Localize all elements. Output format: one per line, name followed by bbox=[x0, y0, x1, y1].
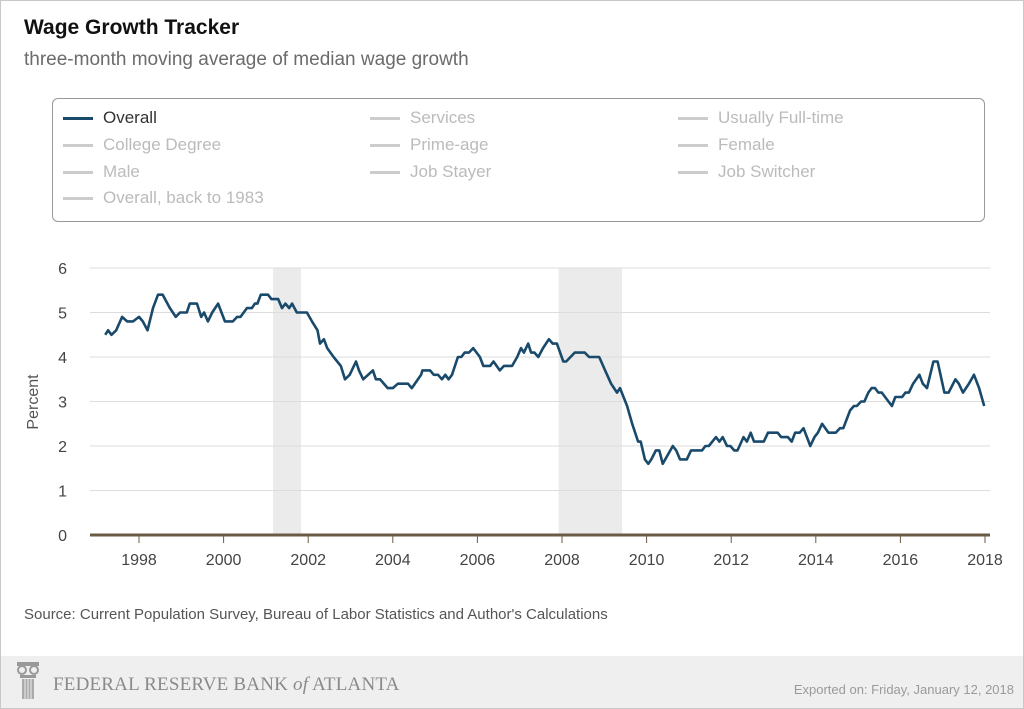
x-tick-label: 2004 bbox=[375, 552, 411, 569]
legend-item-college-degree[interactable]: College Degree bbox=[63, 135, 221, 155]
source-note: Source: Current Population Survey, Burea… bbox=[24, 606, 608, 623]
x-tick-label: 2002 bbox=[290, 552, 326, 569]
legend-swatch bbox=[63, 143, 93, 147]
y-tick-label: 4 bbox=[58, 350, 67, 367]
legend-item-job-switcher[interactable]: Job Switcher bbox=[678, 162, 815, 182]
x-tick-label: 2016 bbox=[883, 552, 919, 569]
column-logo-icon bbox=[17, 662, 39, 699]
legend-label: Usually Full-time bbox=[718, 108, 844, 127]
x-tick-label: 2018 bbox=[967, 552, 1003, 569]
legend-swatch bbox=[63, 170, 93, 174]
footer: FEDERAL RESERVE BANK of ATLANTA Exported… bbox=[1, 656, 1023, 708]
fed-atlanta-logo-text: FEDERAL RESERVE BANK of ATLANTA bbox=[53, 674, 400, 695]
y-tick-label: 0 bbox=[58, 528, 67, 545]
x-tick-label: 2010 bbox=[629, 552, 665, 569]
legend-swatch bbox=[63, 196, 93, 200]
legend-swatch bbox=[678, 116, 708, 120]
legend-item-usually-full-time[interactable]: Usually Full-time bbox=[678, 108, 844, 128]
y-tick-label: 6 bbox=[58, 261, 67, 278]
legend-swatch bbox=[678, 143, 708, 147]
x-tick-label: 2006 bbox=[460, 552, 496, 569]
x-tick-label: 1998 bbox=[121, 552, 157, 569]
legend-swatch bbox=[678, 170, 708, 174]
legend-swatch bbox=[63, 116, 93, 120]
y-axis-title: Percent bbox=[25, 374, 42, 430]
legend-item-overall[interactable]: Overall bbox=[63, 108, 157, 128]
legend-label: Job Stayer bbox=[410, 162, 492, 181]
legend-label: Overall, back to 1983 bbox=[103, 188, 264, 207]
legend-swatch bbox=[370, 143, 400, 147]
legend-item-overall-back-to-1983[interactable]: Overall, back to 1983 bbox=[63, 188, 264, 208]
legend-label: Overall bbox=[103, 108, 157, 127]
legend-item-male[interactable]: Male bbox=[63, 162, 140, 182]
legend-label: Prime-age bbox=[410, 135, 489, 154]
x-tick-label: 2012 bbox=[713, 552, 749, 569]
x-tick-label: 2008 bbox=[544, 552, 580, 569]
legend: Overall Services Usually Full-time College … bbox=[52, 98, 985, 222]
legend-label: Male bbox=[103, 162, 140, 181]
series-line-overall bbox=[104, 293, 986, 466]
legend-label: Job Switcher bbox=[718, 162, 816, 181]
legend-item-job-stayer[interactable]: Job Stayer bbox=[370, 162, 491, 182]
legend-label: Female bbox=[718, 135, 775, 154]
x-tick-label: 2014 bbox=[798, 552, 834, 569]
legend-swatch bbox=[370, 116, 400, 120]
legend-item-female[interactable]: Female bbox=[678, 135, 775, 155]
y-tick-label: 5 bbox=[58, 306, 67, 323]
y-tick-label: 2 bbox=[58, 439, 67, 456]
legend-label: Services bbox=[410, 108, 476, 127]
legend-item-prime-age[interactable]: Prime-age bbox=[370, 135, 488, 155]
exported-date: Exported on: Friday, January 12, 2018 bbox=[793, 682, 1014, 697]
x-tick-label: 2000 bbox=[206, 552, 242, 569]
legend-swatch bbox=[370, 170, 400, 174]
chart-title: Wage Growth Tracker bbox=[24, 16, 240, 39]
line-chart: 0 1 2 3 4 5 6 1998 2000 2002 2004 2006 2008 2010 2012 2… bbox=[25, 261, 1003, 569]
chart-subtitle: three-month moving average of median wag… bbox=[24, 49, 469, 70]
y-tick-label: 3 bbox=[58, 395, 67, 412]
y-tick-label: 1 bbox=[58, 484, 67, 501]
legend-label: College Degree bbox=[103, 135, 222, 154]
legend-item-services[interactable]: Services bbox=[370, 108, 475, 128]
